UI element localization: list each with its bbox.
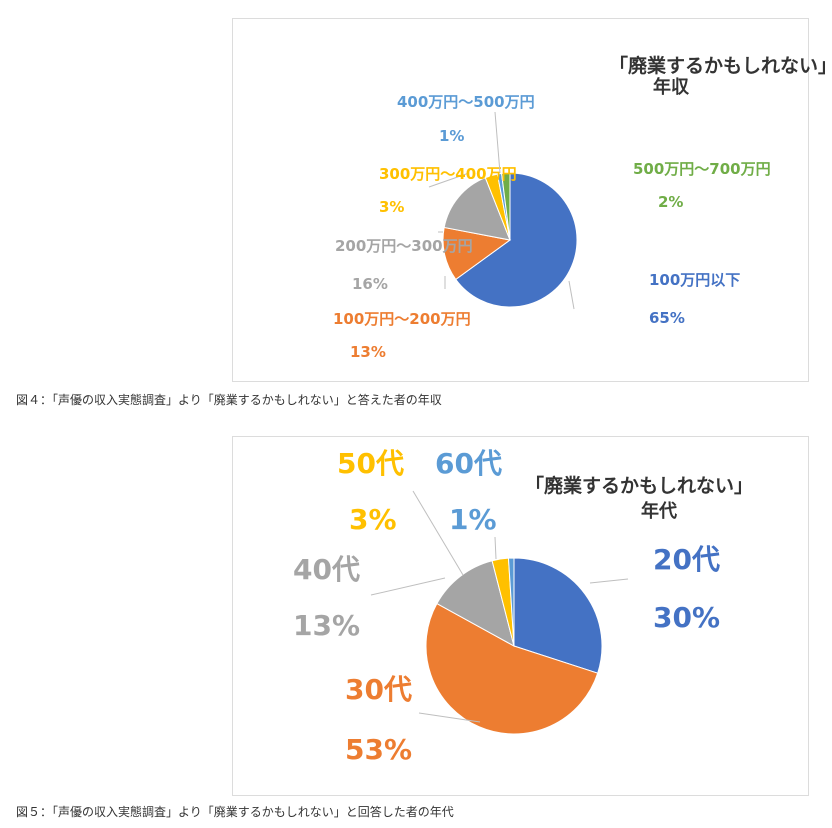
- leader-line: [370, 577, 446, 596]
- leader-line: [428, 172, 470, 188]
- slice-label: 400万円～500万円: [397, 93, 535, 111]
- leader-line: [418, 712, 481, 723]
- leader-line: [589, 578, 629, 584]
- income-pie-chart: 「廃業するかもしれない」 年収 100万円以下 65% 100万円～200万円 13% 20…: [232, 18, 832, 382]
- slice-label: 300万円～400万円: [379, 165, 517, 183]
- slice-percent: 16%: [352, 275, 388, 293]
- slice-label: 30代: [345, 673, 412, 706]
- slice-label: 100万円以下: [649, 271, 740, 289]
- figure-4-caption: 図４：「声優の収入実態調査」より「廃業するかもしれない」と答えた者の年収: [16, 393, 442, 407]
- figure-5-caption: 図５：「声優の収入実態調査」より「廃業するかもしれない」と回答した者の年代: [16, 805, 454, 819]
- chart-title: 「廃業するかもしれない」: [525, 474, 753, 497]
- slice-label: 200万円～300万円: [335, 237, 473, 255]
- pie-slice: [443, 177, 511, 241]
- pie-slice: [513, 557, 603, 674]
- slice-percent: 1%: [439, 127, 464, 145]
- age-pie-svg: 「廃業するかもしれない」年代 20代 30% 30代 53% 40代 13% 50代 3% 60代…: [293, 447, 753, 766]
- pie-slice: [507, 557, 515, 647]
- slice-label: 60代: [435, 447, 502, 480]
- income-pie-svg: 「廃業するかもしれない」年収 100万円以下 65% 100万円～200万円 13% 20…: [333, 54, 832, 361]
- pie-slice: [436, 560, 515, 647]
- pie-slice: [425, 602, 599, 735]
- slice-percent: 53%: [345, 733, 412, 766]
- slice-percent: 1%: [449, 503, 497, 536]
- slice-percent: 30%: [653, 601, 720, 634]
- leader-line: [568, 280, 575, 310]
- slice-percent: 13%: [350, 343, 386, 361]
- slice-label: 40代: [293, 553, 360, 586]
- slice-percent: 13%: [293, 609, 360, 642]
- leader-line: [494, 536, 497, 560]
- leader-line: [494, 111, 501, 174]
- pie-slice: [501, 172, 511, 241]
- slice-percent: 3%: [379, 198, 404, 216]
- slice-label: 50代: [337, 447, 404, 480]
- chart-subtitle: 年代: [641, 500, 677, 522]
- slice-label: 500万円～700万円: [633, 160, 771, 178]
- slice-label: 100万円～200万円: [333, 310, 471, 328]
- slice-percent: 3%: [349, 503, 397, 536]
- slice-percent: 2%: [658, 193, 683, 211]
- leader-line: [412, 490, 464, 576]
- chart-subtitle: 年収: [653, 76, 690, 98]
- chart-title: 「廃業するかもしれない」: [609, 54, 832, 77]
- pie-slice: [455, 172, 578, 308]
- age-pie-chart: 「廃業するかもしれない」年代 20代 30% 30代 53% 40代 13% 50代 3% 60代…: [232, 436, 809, 796]
- slice-label: 20代: [653, 543, 720, 576]
- slice-percent: 65%: [649, 309, 685, 327]
- pie-slice: [442, 226, 512, 281]
